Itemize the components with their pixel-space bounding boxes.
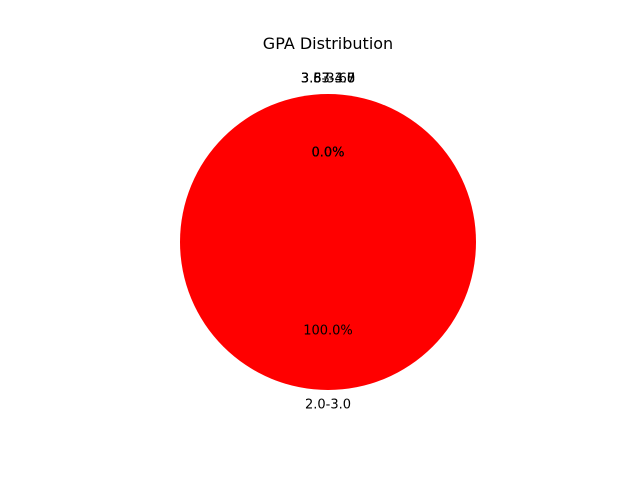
slice-3-67-3-8-label: 3.67-3.8 <box>301 72 355 87</box>
slice-3-83-4-0-percent-label: 0.0% <box>311 146 344 161</box>
slice-3-67-3-8-percent-label: 0.0% <box>311 146 344 161</box>
slice-3-5-3-67-percent-label: 0.0% <box>311 146 344 161</box>
slice-3-83-4-0-label: 3.83-4.0 <box>301 72 355 87</box>
slice-2-0-3-0 <box>180 94 476 390</box>
pie-slices <box>180 94 476 390</box>
pie-labels: 3.83-4.00.0%3.67-3.80.0%3.5-3.670.0%2.0-… <box>301 72 355 413</box>
slice-3-5-3-67-label: 3.5-3.67 <box>301 72 355 87</box>
slice-2-0-3-0-label: 2.0-3.0 <box>305 397 351 412</box>
slice-2-0-3-0-percent-label: 100.0% <box>303 323 353 338</box>
chart-title: GPA Distribution <box>263 34 393 53</box>
